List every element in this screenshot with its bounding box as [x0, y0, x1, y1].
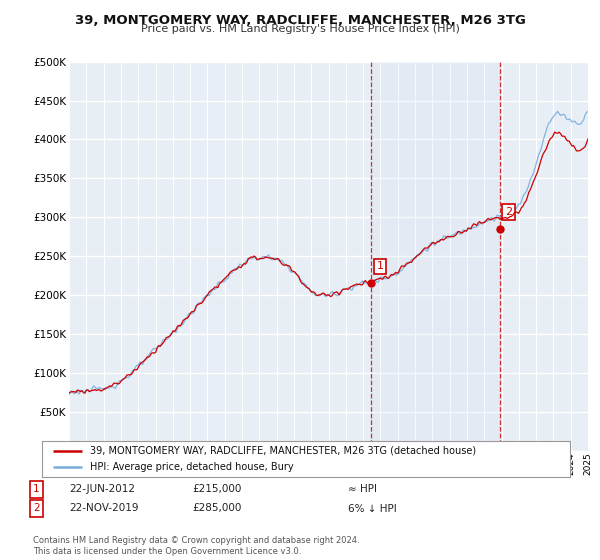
Text: 1: 1 [376, 262, 383, 271]
Text: Contains HM Land Registry data © Crown copyright and database right 2024.
This d: Contains HM Land Registry data © Crown c… [33, 536, 359, 556]
Text: 2: 2 [505, 207, 512, 217]
Text: HPI: Average price, detached house, Bury: HPI: Average price, detached house, Bury [89, 463, 293, 472]
Text: £215,000: £215,000 [192, 484, 241, 494]
Text: 1: 1 [33, 484, 40, 494]
Text: £285,000: £285,000 [192, 503, 241, 514]
Text: 2: 2 [33, 503, 40, 514]
Text: Price paid vs. HM Land Registry's House Price Index (HPI): Price paid vs. HM Land Registry's House … [140, 24, 460, 34]
Text: 39, MONTGOMERY WAY, RADCLIFFE, MANCHESTER, M26 3TG (detached house): 39, MONTGOMERY WAY, RADCLIFFE, MANCHESTE… [89, 446, 476, 455]
Text: 22-JUN-2012: 22-JUN-2012 [69, 484, 135, 494]
Bar [371, 62, 500, 451]
Text: 6% ↓ HPI: 6% ↓ HPI [348, 503, 397, 514]
Text: ≈ HPI: ≈ HPI [348, 484, 377, 494]
Text: 22-NOV-2019: 22-NOV-2019 [69, 503, 139, 514]
Text: 39, MONTGOMERY WAY, RADCLIFFE, MANCHESTER, M26 3TG: 39, MONTGOMERY WAY, RADCLIFFE, MANCHESTE… [74, 14, 526, 27]
